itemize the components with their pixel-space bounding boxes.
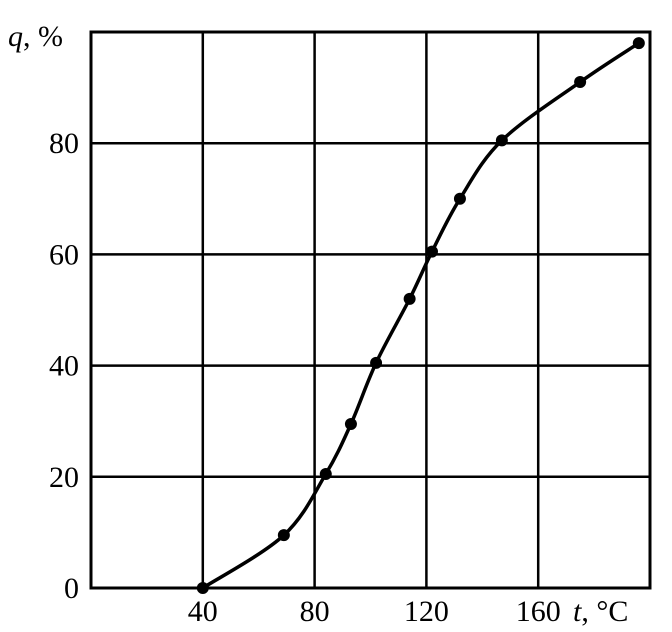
data-point (277, 529, 290, 542)
data-point (344, 417, 357, 430)
x-tick-label: 40 (188, 595, 218, 628)
x-axis-unit: °C (596, 595, 628, 628)
x-tick-label: 160 (516, 595, 561, 628)
x-tick-label: 120 (404, 595, 449, 628)
x-axis-separator: , (581, 595, 596, 628)
data-point (632, 37, 645, 50)
x-tick-label: 80 (300, 595, 330, 628)
data-point (495, 134, 508, 147)
y-tick-label: 60 (49, 238, 79, 271)
plot-frame (89, 30, 652, 590)
y-axis-unit: % (38, 20, 63, 53)
y-tick-label: 0 (64, 572, 79, 605)
data-point (370, 356, 383, 369)
data-points (196, 37, 645, 594)
y-axis-symbol: q (8, 20, 23, 53)
x-axis-symbol: t (573, 595, 582, 628)
data-point (319, 468, 332, 481)
data-point (574, 76, 587, 89)
y-axis-label: q, % (8, 20, 63, 53)
x-axis-label: t, °C (573, 595, 628, 628)
data-point (196, 582, 209, 594)
y-tick-label: 80 (49, 127, 79, 160)
x-tick-labels: 40 80 120 160 (188, 595, 561, 628)
data-point (425, 245, 438, 258)
y-axis-separator: , (23, 20, 38, 53)
data-point (453, 192, 466, 205)
data-point (403, 292, 416, 305)
y-tick-label: 20 (49, 461, 79, 494)
y-tick-labels: 0 20 40 60 80 (49, 127, 79, 605)
grid (91, 32, 650, 588)
y-tick-label: 40 (49, 350, 79, 383)
data-curve (201, 41, 640, 590)
